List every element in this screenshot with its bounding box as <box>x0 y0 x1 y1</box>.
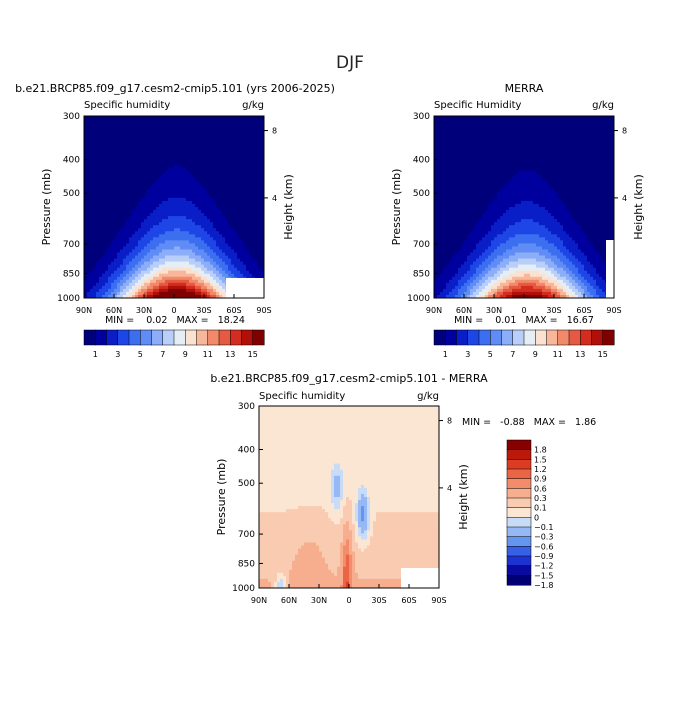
height-tick-labels: 84 <box>264 127 277 203</box>
x-tick-label: 60N <box>106 306 122 315</box>
y-tick-label: 850 <box>63 269 80 279</box>
page-title: DJF <box>336 53 364 73</box>
colorbar-swatch <box>174 330 186 345</box>
x-tick-label: 30N <box>136 306 152 315</box>
plot-area <box>84 116 265 299</box>
colorbar-swatch <box>230 330 242 345</box>
y-axis-label: Pressure (mb) <box>40 169 53 246</box>
colorbar-swatch <box>242 330 254 345</box>
x-tick-label: 0 <box>171 306 176 315</box>
chart-variable-label: Specific humidity <box>84 100 170 111</box>
y-tick-label: 700 <box>63 240 80 250</box>
panel-merra: MERRA Specific Humidity g/kg 30040050070… <box>390 82 645 359</box>
y-tick-label: 500 <box>63 189 80 199</box>
colorbar-swatch <box>219 330 231 345</box>
chart-title: b.e21.BRCP85.f09_g17.cesm2-cmip5.101 (yr… <box>15 82 335 95</box>
plot-area <box>434 116 615 299</box>
x-tick-label: 60S <box>226 306 241 315</box>
colorbar-swatch <box>118 330 130 345</box>
panel-model: b.e21.BRCP85.f09_g17.cesm2-cmip5.101 (yr… <box>15 82 335 359</box>
colorbar-swatch <box>129 330 141 345</box>
colorbar-swatch <box>208 330 220 345</box>
y-tick-labels: 300 400 500 700 850 1000 <box>57 112 88 304</box>
height-tick-label: 8 <box>272 127 277 136</box>
colorbar-swatch <box>152 330 164 345</box>
chart-units-label: g/kg <box>242 100 264 111</box>
min-max-label: MIN = 0.02 MAX = 18.24 <box>105 315 245 326</box>
y-axis-label-right: Height (km) <box>282 174 295 240</box>
colorbar-label: 1 <box>93 350 98 359</box>
colorbar-label: 11 <box>203 350 213 359</box>
chart-units-label: g/kg <box>592 100 614 111</box>
colorbar-label: 13 <box>225 350 235 359</box>
colorbar-label: 3 <box>115 350 120 359</box>
colorbar-swatch <box>163 330 175 345</box>
colorbar-swatch <box>84 330 96 345</box>
x-tick-label: 30S <box>196 306 211 315</box>
height-tick-label: 4 <box>272 194 277 203</box>
chart-variable-label: Specific Humidity <box>434 100 522 111</box>
colorbar-swatch <box>185 330 197 345</box>
x-tick-label: 90N <box>76 306 92 315</box>
missing-data-mask <box>226 278 264 298</box>
colorbar-swatch <box>253 330 265 345</box>
x-tick-label: 90S <box>256 306 271 315</box>
colorbar-swatch <box>140 330 152 345</box>
chart-title: MERRA <box>505 82 544 95</box>
colorbar-label: 9 <box>183 350 188 359</box>
colorbar-swatch <box>197 330 209 345</box>
y-tick-label: 1000 <box>57 294 80 304</box>
colorbar-label: 15 <box>248 350 258 359</box>
colorbar-swatch <box>107 330 119 345</box>
y-tick-label: 400 <box>63 155 80 165</box>
colorbar-label: 5 <box>138 350 143 359</box>
y-tick-label: 300 <box>63 112 80 122</box>
colorbar-label: 7 <box>160 350 165 359</box>
colorbar-swatch <box>95 330 107 345</box>
